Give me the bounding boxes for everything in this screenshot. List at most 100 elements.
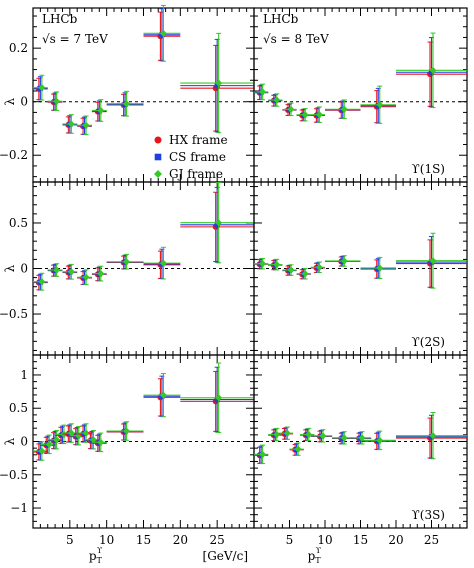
data-point-gj <box>396 411 467 460</box>
panel-r2-c1: ϒ(3S) <box>253 354 468 529</box>
y-axis-label: λ <box>3 437 17 445</box>
experiment-label: LHCb <box>42 12 78 26</box>
marker-diamond <box>97 106 105 114</box>
data-point-gj <box>268 93 283 107</box>
data-point-gj <box>396 232 467 289</box>
x-tick-label: 15 <box>136 533 151 547</box>
data-point-gj <box>143 373 181 418</box>
data-point-gj <box>360 85 396 124</box>
marker-diamond <box>283 429 291 437</box>
x-axis-label: pTϒ <box>89 546 103 565</box>
data-point-gj <box>143 246 181 280</box>
legend-entry-square: CS frame <box>154 150 226 164</box>
data-point-gj <box>62 263 78 280</box>
legend-entry-circle: HX frame <box>154 133 228 147</box>
marker-diamond <box>215 394 223 402</box>
marker-diamond <box>123 100 131 108</box>
marker-diamond <box>67 120 75 128</box>
marker-diamond <box>429 257 437 265</box>
data-point-gj <box>62 114 78 134</box>
data-point-gj <box>310 429 333 443</box>
data-point-gj <box>106 421 144 441</box>
marker-diamond <box>305 431 313 439</box>
data-point-gj <box>47 91 63 112</box>
x-tick-label: 20 <box>173 533 188 547</box>
data-point-gj <box>84 429 100 450</box>
marker-diamond <box>123 427 131 435</box>
y-tick-label: 1 <box>20 368 28 382</box>
marker-diamond <box>294 445 302 453</box>
marker-diamond <box>376 101 384 109</box>
data-point-gj <box>289 442 304 456</box>
data-point-gj <box>278 426 294 440</box>
data-point-gj <box>33 441 48 461</box>
data-point-cs <box>180 186 254 263</box>
y-tick-label: −0.2 <box>0 148 28 162</box>
energy-label: √s = 7 TeV <box>42 32 108 46</box>
x-tick-label: 25 <box>424 533 439 547</box>
x-tick-label: 5 <box>66 533 74 547</box>
y-tick-label: 0 <box>20 95 28 109</box>
x-axis-label: pTϒ <box>308 546 322 565</box>
marker-diamond <box>376 436 384 444</box>
legend-label: CS frame <box>169 150 226 164</box>
data-point-gj <box>310 106 325 123</box>
y-axis-label: λ <box>3 264 17 272</box>
marker-diamond <box>376 264 384 272</box>
legend-entry-diamond: GJ frame <box>154 167 223 181</box>
data-point-gj <box>254 257 269 270</box>
marker-diamond <box>67 429 75 437</box>
data-point-gj <box>282 264 297 276</box>
y-tick-label: 0 <box>20 262 28 276</box>
panel-r2-c0: −1 −0.5 0 0.5 1 λ <box>0 354 255 529</box>
marker-square <box>214 222 220 228</box>
marker-diamond <box>159 391 167 399</box>
marker-diamond <box>45 440 53 448</box>
data-point-cs <box>180 38 254 133</box>
x-tick-label: 5 <box>286 533 294 547</box>
data-point-gj <box>332 431 354 445</box>
y-tick-label: −0.5 <box>0 307 28 321</box>
marker-diamond <box>159 259 167 267</box>
marker-diamond <box>53 266 61 274</box>
marker-diamond <box>429 432 437 440</box>
data-point-gj <box>180 182 254 264</box>
data-point-gj <box>325 99 361 120</box>
marker-diamond <box>53 97 61 105</box>
marker-diamond <box>273 431 281 439</box>
data-point-gj <box>180 362 254 434</box>
marker-diamond <box>340 105 348 113</box>
data-point-gj <box>349 431 372 445</box>
panel-r1-c0: −0.5 0 0.5 λ <box>0 181 255 356</box>
x-tick-label: 25 <box>210 533 225 547</box>
marker-diamond <box>273 96 281 104</box>
marker-diamond <box>287 105 295 113</box>
marker-square <box>214 83 220 89</box>
marker-diamond <box>82 273 90 281</box>
y-tick-label: −0.5 <box>0 468 28 482</box>
marker-diamond <box>82 429 90 437</box>
data-point-gj <box>296 267 311 280</box>
x-axis-labels: 5 10 15 20 25 pTϒ [GeV/c] 5 10 15 20 25 pTϒ <box>66 533 439 565</box>
legend-label: HX frame <box>169 133 228 147</box>
marker-diamond <box>358 434 366 442</box>
data-point-gj <box>77 269 92 286</box>
data-point-gj <box>300 427 315 442</box>
data-point-gj <box>296 108 311 122</box>
panels-group: −0.2 0 0.2 λ LHCb √s = 7 TeV LHCb √s = 8 TeV ϒ(1… <box>0 4 468 529</box>
x-tick-label: 15 <box>353 533 368 547</box>
marker-diamond <box>301 270 309 278</box>
x-axis-unit: [GeV/c] <box>203 549 248 563</box>
marker-diamond <box>315 111 323 119</box>
data-point-gj <box>91 265 107 282</box>
marker-diamond <box>259 450 267 458</box>
legend-marker-circle <box>154 136 162 144</box>
legend-marker-square <box>154 153 162 161</box>
data-point-gj <box>360 256 396 280</box>
marker-diamond <box>53 436 61 444</box>
legend-label: GJ frame <box>169 167 223 181</box>
marker-diamond <box>215 219 223 227</box>
marker-diamond <box>215 79 223 87</box>
energy-label: √s = 8 TeV <box>263 32 329 46</box>
